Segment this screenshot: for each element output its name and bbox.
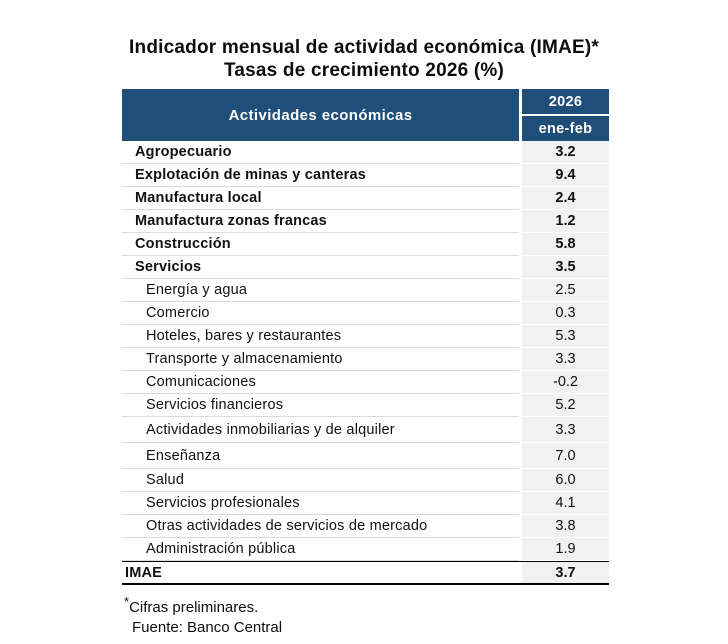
table-header: Actividades económicas 2026 ene-feb (122, 89, 609, 141)
activity-value: 3.3 (522, 348, 609, 371)
activity-label: Agropecuario (122, 141, 519, 164)
activity-label: Enseñanza (122, 443, 519, 469)
footnotes: *Cifras preliminares. Fuente: Banco Cent… (124, 592, 728, 638)
activity-label: Manufactura local (122, 187, 519, 210)
title-block: Indicador mensual de actividad económica… (0, 0, 728, 82)
activity-value: 6.0 (522, 469, 609, 492)
activity-value: 3.8 (522, 515, 609, 538)
activity-value: 3.5 (522, 256, 609, 279)
table-row: Servicios profesionales 4.1 (122, 492, 609, 515)
activity-value: 5.2 (522, 394, 609, 417)
footnote-preliminary: *Cifras preliminares. (124, 592, 728, 618)
activity-value: 5.8 (522, 233, 609, 256)
table-row: Agropecuario 3.2 (122, 141, 609, 164)
activity-label: Explotación de minas y canteras (122, 164, 519, 187)
page-subtitle: Tasas de crecimiento 2026 (%) (223, 60, 505, 81)
table-row: Construcción 5.8 (122, 233, 609, 256)
activity-label: Servicios profesionales (122, 492, 519, 515)
activity-label: Otras actividades de servicios de mercad… (122, 515, 519, 538)
activity-value: 2.5 (522, 279, 609, 302)
table-row: Servicios financieros 5.2 (122, 394, 609, 417)
asterisk-mark: * (124, 594, 130, 609)
table-row: Actividades inmobiliarias y de alquiler … (122, 417, 609, 443)
activity-value: 3.7 (522, 562, 609, 583)
activity-value: 1.2 (522, 210, 609, 233)
column-header-period: ene-feb (522, 116, 609, 141)
activity-value: 3.2 (522, 141, 609, 164)
activity-value: 7.0 (522, 443, 609, 469)
activity-value: 0.3 (522, 302, 609, 325)
table-row: Comunicaciones -0.2 (122, 371, 609, 394)
activity-value: 3.3 (522, 417, 609, 443)
table-row-total: IMAE 3.7 (122, 561, 609, 585)
imae-table: Actividades económicas 2026 ene-feb Agro… (122, 89, 609, 585)
activity-label: Manufactura zonas francas (122, 210, 519, 233)
activity-label: Hoteles, bares y restaurantes (122, 325, 519, 348)
table-row: Servicios 3.5 (122, 256, 609, 279)
activity-value: 1.9 (522, 538, 609, 561)
page-title: Indicador mensual de actividad económica… (129, 37, 599, 58)
activity-label: Salud (122, 469, 519, 492)
activity-label: Transporte y almacenamiento (122, 348, 519, 371)
column-header-year: 2026 (522, 89, 609, 116)
activity-label: Comercio (122, 302, 519, 325)
activity-label: Servicios financieros (122, 394, 519, 417)
table-row: Hoteles, bares y restaurantes 5.3 (122, 325, 609, 348)
table-row: Transporte y almacenamiento 3.3 (122, 348, 609, 371)
column-header-value-group: 2026 ene-feb (522, 89, 609, 141)
table-row: Energía y agua 2.5 (122, 279, 609, 302)
table-row: Explotación de minas y canteras 9.4 (122, 164, 609, 187)
footnote-source: Fuente: Banco Central (132, 619, 283, 636)
activity-label: Comunicaciones (122, 371, 519, 394)
column-header-activities: Actividades económicas (122, 89, 519, 141)
table-row: Enseñanza 7.0 (122, 443, 609, 469)
activity-label: IMAE (122, 562, 519, 583)
table-row: Manufactura local 2.4 (122, 187, 609, 210)
table-row: Administración pública 1.9 (122, 538, 609, 561)
activity-label: Servicios (122, 256, 519, 279)
activity-value: 2.4 (522, 187, 609, 210)
table-row: Comercio 0.3 (122, 302, 609, 325)
activity-value: 9.4 (522, 164, 609, 187)
activity-label: Administración pública (122, 538, 519, 561)
table-row: Manufactura zonas francas 1.2 (122, 210, 609, 233)
activity-label: Energía y agua (122, 279, 519, 302)
table-row: Otras actividades de servicios de mercad… (122, 515, 609, 538)
activity-label: Actividades inmobiliarias y de alquiler (122, 417, 519, 443)
activity-value: 4.1 (522, 492, 609, 515)
footnote-preliminary-text: Cifras preliminares. (129, 599, 259, 616)
activity-value: -0.2 (522, 371, 609, 394)
activity-value: 5.3 (522, 325, 609, 348)
table-row: Salud 6.0 (122, 469, 609, 492)
activity-label: Construcción (122, 233, 519, 256)
